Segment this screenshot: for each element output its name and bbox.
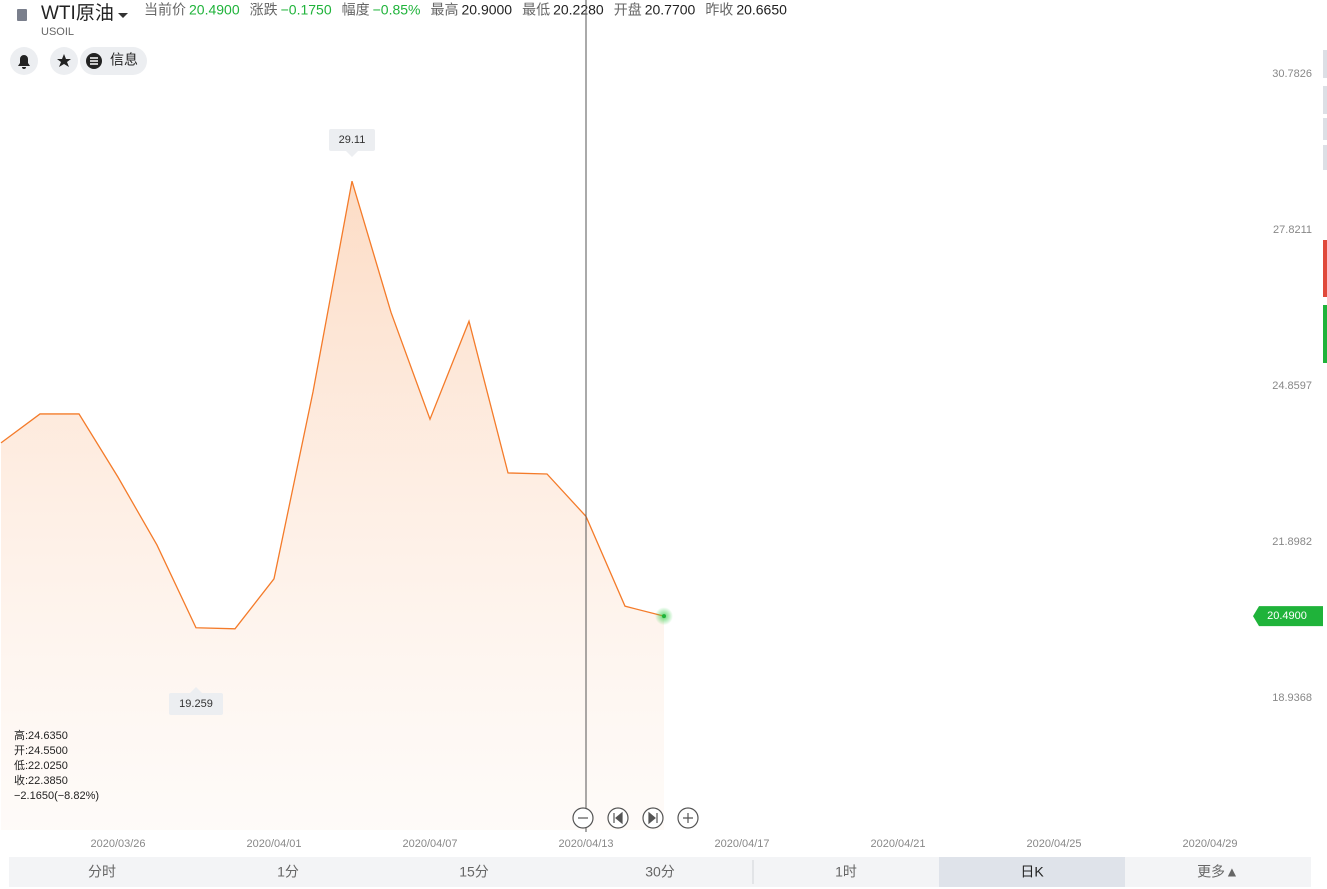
icon: [648, 811, 658, 825]
dropdown-arrow[interactable]: [118, 13, 128, 18]
price-line: [0, 180, 665, 630]
x-tick-label: 2020/04/01: [246, 838, 301, 850]
zoom-controls: [572, 807, 699, 829]
quote-value: 20.9000: [461, 2, 512, 18]
bell-icon: [18, 55, 30, 69]
tab-label[interactable]: 15分: [459, 864, 489, 880]
side-tab[interactable]: [1323, 118, 1327, 140]
plot: 18.9368 21.8982 24.8597 27.8211 30.7826 2020/…: [0, 68, 1323, 850]
header: WTI原油 USOIL 信息 当前价 20.4900 涨跌 −0.1750 幅度 −0.8…: [10, 2, 787, 75]
side-tab[interactable]: [1323, 86, 1327, 114]
x-tick-label: 2020/04/13: [558, 838, 613, 850]
max-annotation: 29.11: [339, 134, 366, 146]
y-tick-label: 27.8211: [1273, 224, 1312, 236]
tab-label[interactable]: 1时: [835, 864, 857, 880]
quote-label: 当前价: [144, 2, 186, 18]
tab-label[interactable]: 更多▲: [1197, 864, 1239, 880]
y-tick-label: 18.9368: [1272, 692, 1312, 704]
buy-indicator[interactable]: [1323, 305, 1327, 363]
quote-value: 20.2280: [553, 2, 604, 18]
y-tick-label: 21.8982: [1272, 536, 1312, 548]
min-annotation: 19.259: [179, 698, 213, 710]
x-tick-label: 2020/04/17: [714, 838, 769, 850]
last-point: [662, 614, 666, 619]
side-tab[interactable]: [1323, 145, 1327, 170]
quote-value: 20.6650: [736, 2, 787, 18]
icon: [613, 811, 623, 825]
tab-label[interactable]: 分时: [88, 864, 116, 880]
tab-label[interactable]: 日K: [1020, 864, 1044, 880]
quote-value: −0.1750: [281, 2, 332, 18]
symbol-code: USOIL: [41, 26, 74, 38]
ohlc-info: 高:24.6350: [14, 728, 68, 742]
price-tag: [1253, 606, 1323, 627]
quote-label: 涨跌: [250, 2, 278, 18]
quote-label: 最低: [522, 2, 550, 18]
quote-value: 20.7700: [645, 2, 696, 18]
area-fill: [1, 181, 664, 830]
side-tab[interactable]: [1323, 50, 1327, 78]
info-icon-lines: [90, 57, 98, 65]
x-tick-label: 2020/04/21: [870, 838, 925, 850]
min-annotation-box: [169, 693, 223, 715]
info-label: 信息: [110, 52, 138, 68]
quote-label: 幅度: [342, 2, 370, 18]
tab-label[interactable]: 1分: [277, 864, 299, 880]
x-tick-label: 2020/04/07: [402, 838, 457, 850]
x-tick-label: 2020/03/26: [90, 838, 145, 850]
tabs: 分时 1分 15分 30分 1时 日K 更多▲: [88, 857, 1239, 887]
min-annotation-pointer: [190, 687, 202, 693]
ohlc-info: 低:22.0250: [14, 759, 68, 772]
quote-label: 开盘: [614, 2, 642, 18]
x-tick-label: 2020/04/25: [1026, 838, 1081, 850]
quote-label: 昨收: [705, 2, 733, 18]
sell-indicator[interactable]: [1323, 240, 1327, 297]
quote-label: 最高: [430, 2, 458, 18]
max-annotation-pointer: [346, 151, 358, 157]
symbol[interactable]: WTI原油: [41, 2, 114, 24]
ohlc-info: −2.1650(−8.82%): [14, 790, 99, 802]
tab[interactable]: [939, 857, 1125, 887]
ohlc-info: 收:22.3850: [14, 773, 68, 787]
y-tick-label: 30.7826: [1272, 68, 1312, 80]
x-tick-label: 2020/04/29: [1182, 838, 1237, 850]
ohlc-info: 开:24.5500: [14, 745, 68, 757]
icon: [683, 813, 693, 823]
symbol-icon: [17, 9, 27, 21]
star-icon: [57, 54, 71, 67]
quote-value: −0.85%: [373, 2, 421, 18]
y-tick-label: 24.8597: [1272, 380, 1312, 392]
price-tag-label: 20.4900: [1267, 610, 1307, 622]
tab-label[interactable]: 30分: [645, 864, 675, 880]
quote-value: 20.4900: [189, 2, 240, 18]
max-annotation-box: [329, 129, 375, 151]
